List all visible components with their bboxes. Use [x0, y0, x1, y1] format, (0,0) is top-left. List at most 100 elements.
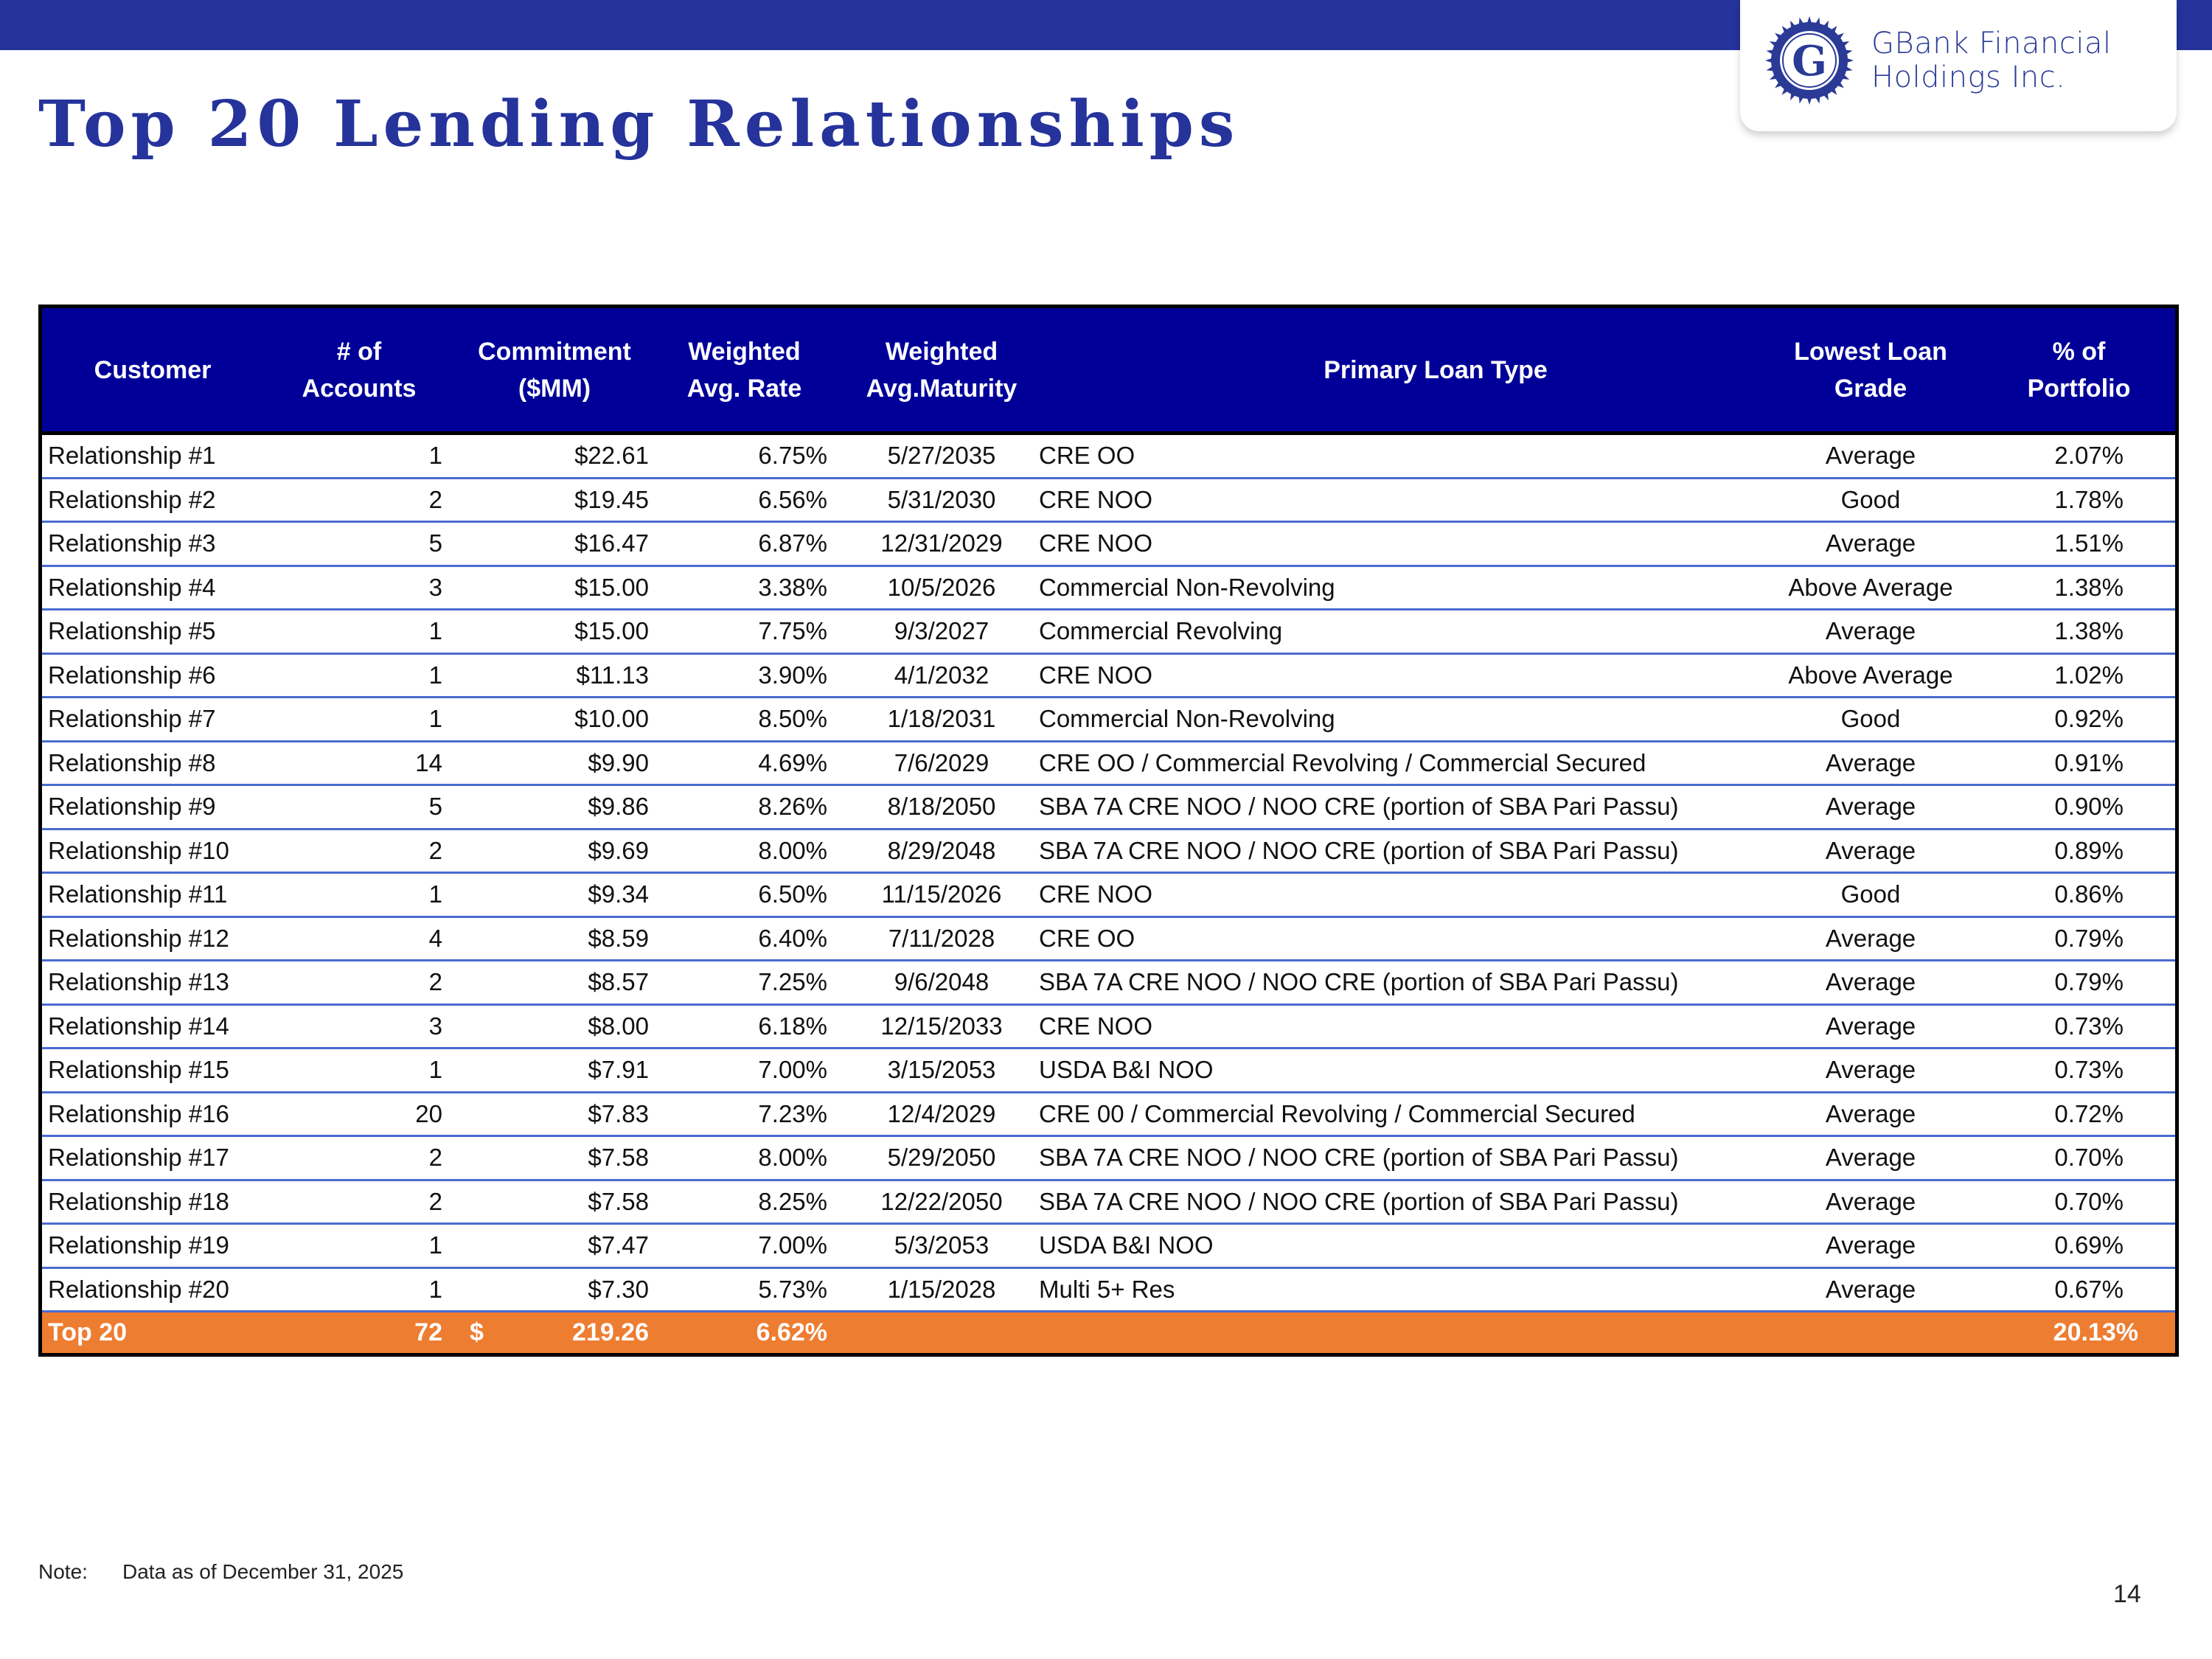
cell-customer: Relationship #10 — [48, 836, 229, 864]
cell-loan-type: CRE NOO — [1039, 880, 1153, 908]
cell-commitment: $7.47 — [588, 1231, 649, 1259]
cell-customer: Relationship #5 — [48, 617, 216, 644]
column-header-loan-type: Primary Loan Type — [1324, 355, 1548, 384]
cell-maturity: 5/31/2030 — [887, 485, 996, 513]
company-name: GBank Financial Holdings Inc. — [1871, 27, 2112, 94]
cell-maturity: 5/29/2050 — [887, 1144, 996, 1171]
cell-accounts: 5 — [428, 793, 442, 820]
cell-accounts: 2 — [428, 1144, 442, 1171]
cell-commitment: $9.86 — [588, 793, 649, 820]
column-header-maturity: Weighted Avg.Maturity — [866, 337, 1018, 403]
cell-grade: Above Average — [1788, 573, 1953, 601]
table-row: Relationship #1 1 $22.61 6.75% 5/27/2035… — [42, 435, 2175, 479]
cell-accounts: 3 — [428, 573, 442, 601]
cell-accounts: 20 — [415, 1099, 442, 1127]
cell-customer: Relationship #2 — [48, 485, 216, 513]
cell-loan-type: CRE NOO — [1039, 661, 1153, 689]
cell-portfolio: 0.86% — [2054, 880, 2124, 908]
cell-rate: 8.50% — [758, 705, 827, 732]
cell-portfolio: 2.07% — [2054, 442, 2124, 469]
table-row: Relationship #5 1 $15.00 7.75% 9/3/2027 … — [42, 611, 2175, 655]
table-row: Relationship #9 5 $9.86 8.26% 8/18/2050 … — [42, 786, 2175, 830]
cell-rate: 6.40% — [758, 924, 827, 952]
cell-portfolio: 1.78% — [2054, 485, 2124, 513]
cell-portfolio: 0.79% — [2054, 968, 2124, 995]
cell-grade: Average — [1825, 1144, 1916, 1171]
cell-customer: Relationship #17 — [48, 1144, 229, 1171]
cell-rate: 6.50% — [758, 880, 827, 908]
cell-commitment: $7.83 — [588, 1099, 649, 1127]
cell-commitment: $8.59 — [588, 924, 649, 952]
cell-customer: Relationship #13 — [48, 968, 229, 995]
table-body: Relationship #1 1 $22.61 6.75% 5/27/2035… — [42, 435, 2175, 1312]
cell-grade: Good — [1840, 485, 1901, 513]
column-header-portfolio: % of Portfolio — [2027, 337, 2131, 403]
cell-rate: 8.00% — [758, 1144, 827, 1171]
cell-portfolio: 0.90% — [2054, 793, 2124, 820]
cell-customer: Relationship #3 — [48, 529, 216, 557]
table-row: Relationship #7 1 $10.00 8.50% 1/18/2031… — [42, 698, 2175, 742]
cell-accounts: 2 — [428, 1187, 442, 1215]
cell-commitment: $8.57 — [588, 968, 649, 995]
cell-customer: Relationship #1 — [48, 442, 216, 469]
cell-rate: 8.00% — [758, 836, 827, 864]
cell-maturity: 12/15/2033 — [880, 1012, 1003, 1040]
page-title: Top 20 Lending Relationships — [38, 87, 1240, 161]
cell-maturity: 7/11/2028 — [888, 924, 995, 952]
column-header-rate: Weighted Avg. Rate — [686, 337, 802, 403]
cell-rate: 8.25% — [758, 1187, 827, 1215]
table-row: Relationship #15 1 $7.91 7.00% 3/15/2053… — [42, 1049, 2175, 1093]
cell-commitment: $9.90 — [588, 748, 649, 776]
cell-portfolio: 0.73% — [2054, 1056, 2124, 1083]
cell-accounts: 1 — [428, 1231, 442, 1259]
cell-grade: Above Average — [1788, 661, 1953, 689]
cell-accounts: 2 — [428, 485, 442, 513]
cell-accounts: 1 — [428, 442, 442, 469]
total-label: Top 20 — [48, 1318, 128, 1346]
cell-grade: Average — [1825, 442, 1916, 469]
table-header: Customer # of Accounts Commitment ($MM) … — [42, 308, 2175, 435]
cell-loan-type: CRE OO — [1039, 924, 1135, 952]
cell-accounts: 5 — [428, 529, 442, 557]
cell-portfolio: 0.70% — [2054, 1187, 2124, 1215]
footnote-label: Note: — [38, 1560, 88, 1583]
company-name-line2: Holdings Inc. — [1871, 60, 2066, 94]
column-header-customer: Customer — [94, 355, 212, 384]
cell-rate: 3.38% — [758, 573, 827, 601]
cell-grade: Average — [1825, 1187, 1916, 1215]
cell-customer: Relationship #20 — [48, 1275, 229, 1303]
cell-customer: Relationship #12 — [48, 924, 229, 952]
cell-rate: 4.69% — [758, 748, 827, 776]
cell-maturity: 4/1/2032 — [894, 661, 990, 689]
column-header-grade: Lowest Loan Grade — [1794, 337, 1947, 403]
cell-maturity: 10/5/2026 — [887, 573, 996, 601]
cell-portfolio: 0.89% — [2054, 836, 2124, 864]
cell-rate: 7.23% — [758, 1099, 827, 1127]
column-header-accounts: # of Accounts — [302, 337, 417, 403]
table-row: Relationship #8 14 $9.90 4.69% 7/6/2029 … — [42, 742, 2175, 786]
cell-accounts: 1 — [428, 617, 442, 644]
cell-loan-type: Commercial Revolving — [1039, 617, 1283, 644]
table-row: Relationship #18 2 $7.58 8.25% 12/22/205… — [42, 1181, 2175, 1225]
cell-portfolio: 1.02% — [2054, 661, 2124, 689]
lending-relationships-table: Customer # of Accounts Commitment ($MM) … — [38, 305, 2179, 1357]
cell-loan-type: USDA B&I NOO — [1039, 1056, 1214, 1083]
table-row: Relationship #11 1 $9.34 6.50% 11/15/202… — [42, 874, 2175, 918]
table-row: Relationship #2 2 $19.45 6.56% 5/31/2030… — [42, 479, 2175, 523]
gbank-seal-icon: G — [1765, 16, 1854, 105]
cell-loan-type: SBA 7A CRE NOO / NOO CRE (portion of SBA… — [1039, 793, 1679, 820]
table-row: Relationship #17 2 $7.58 8.00% 5/29/2050… — [42, 1137, 2175, 1181]
cell-grade: Good — [1840, 880, 1901, 908]
page-number: 14 — [2113, 1580, 2141, 1608]
cell-customer: Relationship #9 — [48, 793, 216, 820]
table-row: Relationship #6 1 $11.13 3.90% 4/1/2032 … — [42, 655, 2175, 698]
cell-grade: Good — [1840, 705, 1901, 732]
cell-grade: Average — [1825, 968, 1916, 995]
cell-loan-type: CRE NOO — [1039, 485, 1153, 513]
cell-loan-type: CRE NOO — [1039, 1012, 1153, 1040]
cell-maturity: 7/6/2029 — [894, 748, 990, 776]
footnote-text: Data as of December 31, 2025 — [122, 1560, 404, 1583]
cell-commitment: $15.00 — [574, 573, 649, 601]
cell-grade: Average — [1825, 748, 1916, 776]
total-row: Top 20 72 $ 219.26 6.62% 20.13% — [42, 1312, 2175, 1353]
